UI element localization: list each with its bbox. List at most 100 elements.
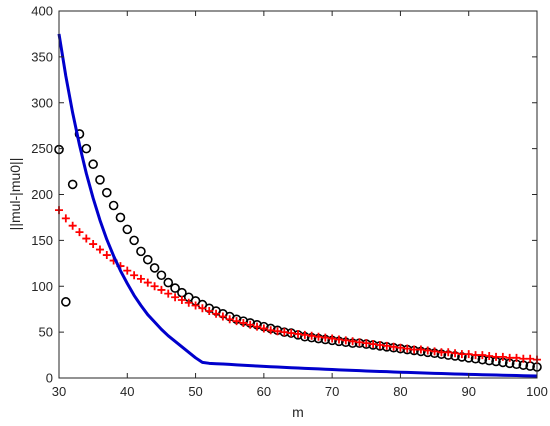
data-point-plus bbox=[232, 317, 241, 326]
data-point-plus bbox=[294, 329, 302, 338]
data-point-plus bbox=[375, 340, 384, 349]
plot-frame bbox=[58, 10, 538, 379]
data-point-plus bbox=[314, 332, 323, 341]
data-point-circle bbox=[156, 270, 167, 281]
series-layer bbox=[54, 33, 542, 378]
data-point-plus bbox=[389, 342, 398, 351]
data-point-plus bbox=[123, 266, 132, 275]
data-point-plus bbox=[328, 334, 337, 343]
data-point-plus bbox=[75, 228, 84, 237]
data-point-circle bbox=[102, 187, 112, 198]
y-tick-label: 250 bbox=[31, 141, 53, 156]
data-point-plus bbox=[130, 271, 139, 280]
data-point-plus bbox=[266, 326, 275, 335]
data-point-plus bbox=[355, 338, 364, 347]
data-point-plus bbox=[150, 282, 159, 291]
data-point-plus bbox=[369, 340, 378, 349]
data-point-plus bbox=[136, 274, 145, 283]
y-tick-label: 150 bbox=[31, 233, 53, 248]
data-point-plus bbox=[396, 343, 405, 352]
plot-area bbox=[59, 11, 537, 378]
data-point-plus bbox=[89, 240, 98, 249]
y-axis-ticks: 0 50 100 150 200 250 300 350 400 bbox=[31, 4, 537, 386]
data-point-plus bbox=[198, 304, 207, 313]
y-tick-label: 200 bbox=[31, 187, 53, 202]
data-point-plus bbox=[410, 345, 419, 354]
data-point-plus bbox=[382, 341, 391, 350]
series-line bbox=[57, 33, 538, 378]
data-point-circle bbox=[170, 283, 180, 293]
data-point-plus bbox=[471, 351, 480, 360]
data-point-plus bbox=[280, 328, 289, 337]
data-point-plus bbox=[225, 315, 234, 324]
data-point-plus bbox=[259, 324, 268, 333]
data-point-plus bbox=[512, 353, 521, 362]
data-point-plus bbox=[403, 344, 412, 353]
data-point-plus bbox=[519, 354, 528, 363]
data-point-plus bbox=[61, 214, 70, 223]
data-point-plus bbox=[444, 348, 453, 357]
y-axis-label: ||mul-|mu0|| bbox=[7, 158, 23, 231]
y-tick-label: 50 bbox=[39, 325, 53, 340]
x-tick-label: 90 bbox=[461, 384, 475, 399]
data-point-plus bbox=[184, 298, 193, 307]
series-2 bbox=[57, 33, 538, 378]
data-point-plus bbox=[478, 351, 487, 360]
data-point-plus bbox=[505, 353, 514, 362]
y-tick-label: 0 bbox=[46, 371, 53, 386]
data-point-plus bbox=[287, 329, 296, 338]
y-tick-label: 300 bbox=[31, 95, 53, 110]
data-point-plus bbox=[451, 349, 460, 358]
x-tick-label: 100 bbox=[526, 384, 548, 399]
data-point-plus bbox=[464, 350, 473, 359]
data-point-plus bbox=[82, 234, 91, 243]
data-point-circle bbox=[61, 297, 71, 307]
data-point-plus bbox=[191, 301, 200, 310]
data-point-circle bbox=[136, 246, 146, 257]
data-point-plus bbox=[218, 312, 227, 321]
data-point-circle bbox=[142, 254, 153, 265]
data-point-plus bbox=[205, 307, 214, 316]
data-point-plus bbox=[95, 245, 104, 254]
data-point-plus bbox=[321, 333, 330, 342]
data-point-circle bbox=[108, 200, 119, 211]
data-point-plus bbox=[157, 285, 166, 294]
data-point-circle bbox=[129, 235, 139, 246]
data-point-circle bbox=[122, 224, 133, 235]
data-point-circle bbox=[149, 263, 160, 273]
x-tick-label: 70 bbox=[325, 384, 339, 399]
data-point-plus bbox=[171, 293, 180, 302]
x-tick-label: 60 bbox=[257, 384, 271, 399]
data-point-plus bbox=[362, 339, 371, 348]
data-point-plus bbox=[498, 352, 507, 361]
data-point-plus bbox=[334, 335, 343, 344]
x-tick-label: 40 bbox=[120, 384, 134, 399]
data-point-plus bbox=[430, 347, 439, 356]
y-tick-label: 350 bbox=[31, 49, 53, 64]
data-point-circle bbox=[95, 175, 105, 185]
data-point-plus bbox=[246, 320, 255, 329]
data-point-plus bbox=[212, 309, 221, 318]
x-tick-label: 80 bbox=[393, 384, 407, 399]
data-point-plus bbox=[68, 221, 77, 230]
data-point-plus bbox=[177, 296, 186, 305]
data-point-plus bbox=[457, 350, 466, 359]
data-point-circle bbox=[115, 212, 126, 223]
data-point-plus bbox=[143, 278, 152, 287]
data-point-plus bbox=[253, 322, 262, 331]
data-point-plus bbox=[348, 337, 357, 346]
data-point-plus bbox=[492, 352, 501, 361]
data-point-circle bbox=[88, 159, 98, 170]
x-tick-label: 50 bbox=[188, 384, 202, 399]
y-tick-label: 100 bbox=[31, 279, 53, 294]
data-point-circle bbox=[81, 143, 92, 154]
x-axis-label: m bbox=[292, 404, 304, 420]
data-point-plus bbox=[437, 348, 446, 357]
data-point-plus bbox=[300, 330, 309, 339]
data-point-plus bbox=[273, 327, 282, 336]
data-point-circle bbox=[67, 179, 78, 190]
data-point-plus bbox=[341, 336, 350, 345]
data-point-plus bbox=[164, 289, 173, 298]
